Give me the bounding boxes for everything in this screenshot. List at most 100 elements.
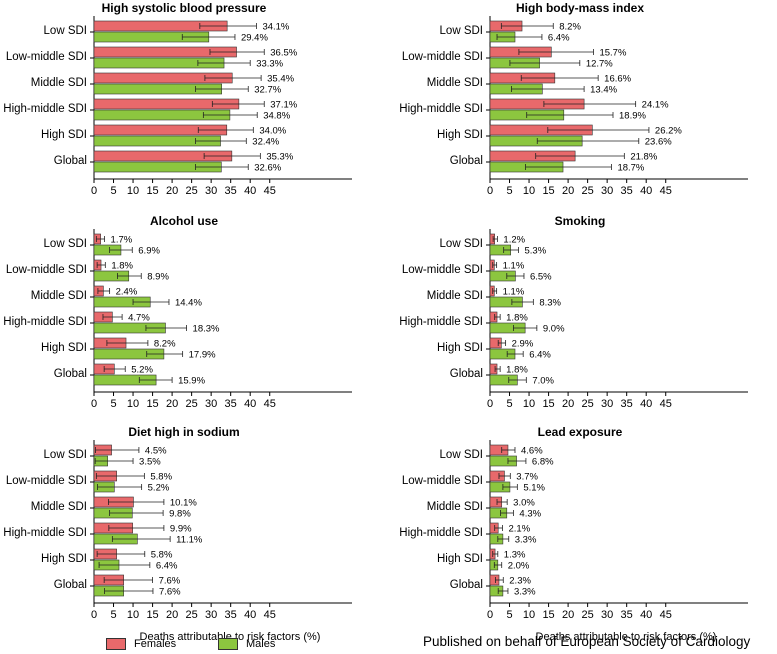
x-tick-label: 5	[110, 398, 116, 410]
category-label: Global	[450, 368, 483, 380]
data-label-females: 4.5%	[145, 446, 167, 457]
data-label-females: 1.1%	[503, 287, 525, 298]
x-tick-label: 15	[542, 185, 554, 197]
x-tick-label: 5	[506, 398, 512, 410]
category-label: High SDI	[437, 129, 483, 141]
x-tick-label: 20	[166, 609, 178, 621]
x-tick-label: 35	[621, 398, 633, 410]
data-label-females: 4.7%	[128, 313, 150, 324]
category-label: Middle SDI	[31, 77, 87, 89]
data-label-females: 26.2%	[655, 126, 682, 137]
data-label-males: 9.8%	[169, 509, 191, 520]
data-label-males: 6.5%	[530, 272, 552, 283]
x-tick-label: 45	[264, 398, 276, 410]
x-tick-label: 15	[146, 398, 158, 410]
x-tick-label: 30	[205, 398, 217, 410]
legend-swatch-females	[106, 638, 126, 650]
data-label-females: 2.3%	[509, 576, 531, 587]
x-tick-label: 45	[264, 185, 276, 197]
data-label-males: 12.7%	[586, 59, 613, 70]
x-tick-label: 25	[582, 185, 594, 197]
x-tick-label: 0	[487, 609, 493, 621]
x-tick-label: 0	[91, 609, 97, 621]
category-label: Global	[54, 368, 87, 380]
data-label-males: 34.8%	[263, 111, 290, 122]
data-label-males: 13.4%	[590, 85, 617, 96]
x-tick-label: 40	[640, 609, 652, 621]
data-label-males: 3.3%	[515, 535, 537, 546]
x-tick-label: 35	[621, 609, 633, 621]
chart-title: Lead exposure	[538, 425, 623, 439]
category-label: Low SDI	[440, 449, 483, 461]
data-label-males: 7.0%	[532, 376, 554, 387]
x-tick-label: 35	[225, 185, 237, 197]
data-label-females: 2.9%	[512, 339, 534, 350]
legend-swatch-males	[218, 638, 238, 650]
chart-title: Smoking	[555, 214, 606, 228]
data-label-males: 14.4%	[175, 298, 202, 309]
category-label: Low-middle SDI	[402, 475, 483, 487]
legend-item-females: Females	[106, 638, 176, 650]
x-tick-label: 30	[205, 185, 217, 197]
data-label-males: 32.4%	[252, 137, 279, 148]
category-label: High SDI	[41, 553, 87, 565]
data-label-males: 18.3%	[193, 324, 220, 335]
x-tick-label: 40	[244, 609, 256, 621]
x-axis-label: Deaths attributable to risk factors (%)	[536, 631, 717, 643]
x-tick-label: 0	[91, 398, 97, 410]
data-label-females: 1.2%	[503, 235, 525, 246]
x-tick-label: 5	[110, 185, 116, 197]
data-label-females: 5.2%	[131, 365, 153, 376]
data-label-females: 2.4%	[116, 287, 138, 298]
data-label-males: 8.9%	[147, 272, 169, 283]
data-label-males: 3.3%	[514, 587, 536, 598]
chart-title: Alcohol use	[150, 214, 218, 228]
category-label: Low-middle SDI	[6, 51, 87, 63]
data-label-males: 15.9%	[178, 376, 205, 387]
x-tick-label: 40	[640, 398, 652, 410]
data-label-females: 16.6%	[604, 74, 631, 85]
data-label-females: 8.2%	[154, 339, 176, 350]
category-label: Middle SDI	[427, 77, 483, 89]
data-label-females: 5.8%	[151, 550, 173, 561]
x-tick-label: 30	[601, 185, 613, 197]
data-label-females: 1.7%	[111, 235, 133, 246]
data-label-females: 35.4%	[267, 74, 294, 85]
data-label-females: 36.5%	[270, 48, 297, 59]
data-label-females: 5.8%	[150, 472, 172, 483]
x-tick-label: 10	[523, 398, 535, 410]
category-label: Low-middle SDI	[6, 264, 87, 276]
data-label-males: 5.3%	[525, 246, 547, 257]
category-label: High-middle SDI	[3, 527, 87, 539]
category-label: High-middle SDI	[399, 103, 483, 115]
data-label-males: 7.6%	[159, 587, 181, 598]
data-label-males: 32.6%	[254, 163, 281, 174]
data-label-females: 1.8%	[506, 365, 528, 376]
x-tick-label: 25	[582, 398, 594, 410]
data-label-males: 6.4%	[548, 33, 570, 44]
x-tick-label: 35	[621, 185, 633, 197]
x-tick-label: 10	[523, 609, 535, 621]
data-label-males: 32.7%	[254, 85, 281, 96]
data-label-females: 34.0%	[259, 126, 286, 137]
x-tick-label: 30	[601, 609, 613, 621]
category-label: Middle SDI	[31, 290, 87, 302]
data-label-females: 35.3%	[266, 152, 293, 163]
x-tick-label: 0	[91, 185, 97, 197]
x-tick-label: 10	[127, 609, 139, 621]
chart-panel-high-body-mass-index: High body-mass index 0 5 10 15 20 25 30 35 40 45 Lo…	[399, 1, 748, 197]
x-tick-label: 40	[244, 185, 256, 197]
data-label-females: 21.8%	[630, 152, 657, 163]
data-label-females: 24.1%	[642, 100, 669, 111]
x-tick-label: 20	[562, 609, 574, 621]
category-label: High-middle SDI	[399, 316, 483, 328]
category-label: Global	[450, 579, 483, 591]
chart-panel-lead-exposure: Lead exposure 0 5 10 15 20 25 30 35 40 45 Deaths at…	[399, 425, 748, 643]
category-label: Low SDI	[440, 238, 483, 250]
category-label: Low-middle SDI	[402, 264, 483, 276]
data-label-females: 8.2%	[559, 22, 581, 33]
data-label-males: 2.0%	[508, 561, 530, 572]
legend-item-males: Males	[218, 638, 275, 650]
data-label-males: 6.4%	[156, 561, 178, 572]
